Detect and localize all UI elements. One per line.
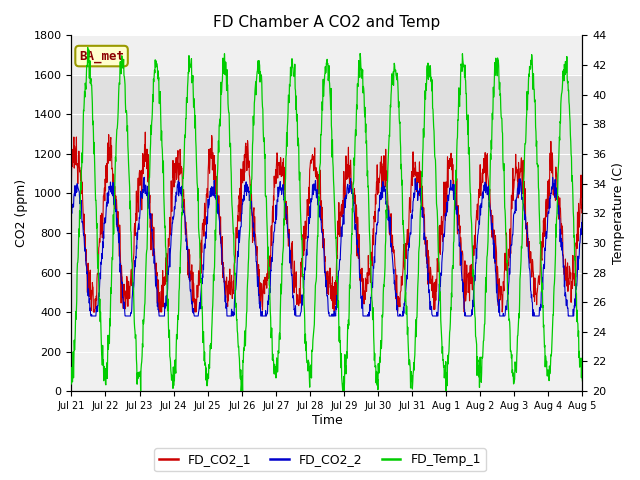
Y-axis label: Temperature (C): Temperature (C) <box>612 162 625 264</box>
Legend: FD_CO2_1, FD_CO2_2, FD_Temp_1: FD_CO2_1, FD_CO2_2, FD_Temp_1 <box>154 448 486 471</box>
Y-axis label: CO2 (ppm): CO2 (ppm) <box>15 179 28 247</box>
Title: FD Chamber A CO2 and Temp: FD Chamber A CO2 and Temp <box>213 15 440 30</box>
Text: BA_met: BA_met <box>79 49 124 62</box>
X-axis label: Time: Time <box>312 414 342 427</box>
Bar <box>72 75 582 312</box>
